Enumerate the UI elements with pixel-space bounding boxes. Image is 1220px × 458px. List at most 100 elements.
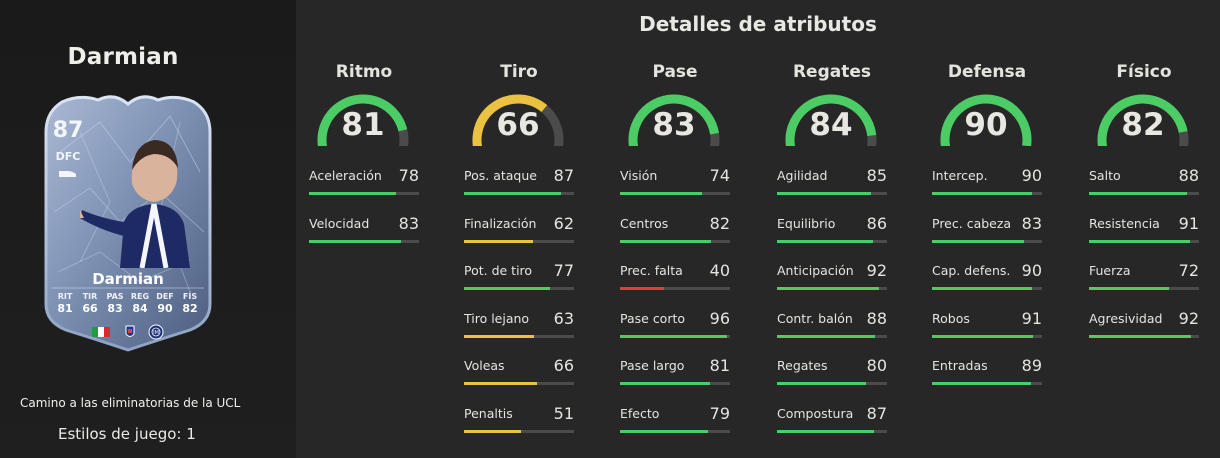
attribute-column: Regates 84 Agilidad 85 Equilibrio 86 Anticipac… [767, 0, 897, 458]
stat-label: Prec. falta [620, 263, 683, 278]
italy-flag-icon [92, 327, 110, 337]
svg-text:IM: IM [153, 330, 159, 336]
stat-row: Pase largo 81 [620, 356, 730, 398]
stat-row: Compostura 87 [777, 404, 887, 446]
stat-value: 51 [553, 404, 574, 423]
stat-bar-fill [777, 382, 866, 385]
stat-value: 90 [1021, 166, 1042, 185]
stat-value: 63 [553, 309, 574, 328]
stat-bar-fill [932, 382, 1031, 385]
stat-bar-fill [777, 240, 873, 243]
stat-value: 83 [1021, 214, 1042, 233]
gauge-fill [1097, 94, 1188, 146]
stat-value: 72 [1178, 261, 1199, 280]
stat-bar [777, 430, 887, 433]
stat-value: 88 [866, 309, 887, 328]
stat-bar-fill [932, 287, 1032, 290]
stat-row: Agresividad 92 [1089, 309, 1199, 351]
gauge-fill [317, 94, 408, 146]
player-card[interactable]: 87 DFC Darmian RIT 81 TIR 66 PAS 83 REG 84 D… [40, 92, 216, 352]
category-rating: 66 [496, 107, 540, 143]
stat-bar [777, 382, 887, 385]
category-gauge [940, 94, 1032, 146]
stat-value: 92 [866, 261, 887, 280]
stat-bar-fill [932, 192, 1032, 195]
stat-row: Equilibrio 86 [777, 214, 887, 256]
stat-bar [777, 335, 887, 338]
stat-value: 81 [709, 356, 730, 375]
stat-row: Agilidad 85 [777, 166, 887, 208]
stat-bar [309, 192, 419, 195]
stat-bar [932, 240, 1042, 243]
stat-bar-fill [932, 240, 1025, 243]
attribute-column: Defensa 90 Intercep. 90 Prec. cabeza 83 Cap. d… [922, 0, 1052, 458]
stat-bar [464, 240, 574, 243]
stat-label: Tiro lejano [464, 311, 530, 326]
stat-row: Intercep. 90 [932, 166, 1042, 208]
stat-bar-fill [464, 192, 561, 195]
stat-bar-fill [620, 430, 708, 433]
stat-label: Entradas [932, 358, 988, 373]
stat-row: Contr. balón 88 [777, 309, 887, 351]
stat-value: 87 [866, 404, 887, 423]
stat-label: Regates [777, 358, 828, 373]
stat-value: 79 [709, 404, 730, 423]
stat-bar-fill [620, 192, 703, 195]
card-badges: IM [92, 324, 164, 340]
stat-label: Pot. de tiro [464, 263, 533, 278]
playstyles-count[interactable]: Estilos de juego: 1 [58, 425, 196, 443]
stat-row: Pot. de tiro 77 [464, 261, 574, 303]
category-rating: 90 [964, 107, 1008, 143]
card-stat-value: 66 [82, 302, 98, 315]
card-stat-value: 81 [57, 302, 73, 315]
category-rating: 81 [341, 107, 385, 143]
stat-bar-fill [932, 335, 1034, 338]
stat-bar-fill [464, 382, 538, 385]
stat-label: Intercep. [932, 168, 988, 183]
stat-bar [777, 192, 887, 195]
stat-value: 74 [709, 166, 730, 185]
stat-bar-fill [620, 335, 727, 338]
card-stat-value: 90 [157, 302, 173, 315]
stat-label: Resistencia [1089, 216, 1160, 231]
category-gauge [317, 94, 409, 146]
stat-row: Pase corto 96 [620, 309, 730, 351]
stat-label: Visión [620, 168, 658, 183]
stat-label: Pos. ataque [464, 168, 537, 183]
stat-bar-fill [464, 240, 533, 243]
stat-row: Tiro lejano 63 [464, 309, 574, 351]
stat-row: Anticipación 92 [777, 261, 887, 303]
stat-value: 91 [1178, 214, 1199, 233]
stat-bar [777, 287, 887, 290]
stat-bar-fill [620, 240, 712, 243]
category-title: Tiro [500, 62, 538, 82]
stat-value: 82 [709, 214, 730, 233]
card-stat-value: 83 [107, 302, 123, 315]
card-stat: FÍS 82 [177, 292, 203, 315]
stat-value: 80 [866, 356, 887, 375]
attribute-column: Físico 82 Salto 88 Resistencia 91 Fuerza 72 Agre… [1079, 0, 1209, 458]
stat-value: 96 [709, 309, 730, 328]
stat-label: Finalización [464, 216, 537, 231]
stat-row: Aceleración 78 [309, 166, 419, 208]
stat-bar [620, 335, 730, 338]
stat-bar [620, 240, 730, 243]
stat-bar [1089, 240, 1199, 243]
stat-bar [932, 382, 1042, 385]
category-rating: 84 [809, 107, 853, 143]
gauge-fill [472, 94, 548, 146]
stat-value: 89 [1021, 356, 1042, 375]
gauge-fill [785, 94, 877, 146]
card-stat: TIR 66 [77, 292, 103, 315]
stat-row: Efecto 79 [620, 404, 730, 446]
stat-row: Pos. ataque 87 [464, 166, 574, 208]
stat-row: Penaltis 51 [464, 404, 574, 446]
card-stat-label: RIT [57, 292, 73, 301]
card-stat-value: 82 [182, 302, 198, 315]
stat-bar [932, 335, 1042, 338]
category-gauge [472, 94, 564, 146]
stat-label: Efecto [620, 406, 660, 421]
stat-row: Velocidad 83 [309, 214, 419, 256]
category-title: Regates [792, 62, 872, 82]
stat-value: 88 [1178, 166, 1199, 185]
